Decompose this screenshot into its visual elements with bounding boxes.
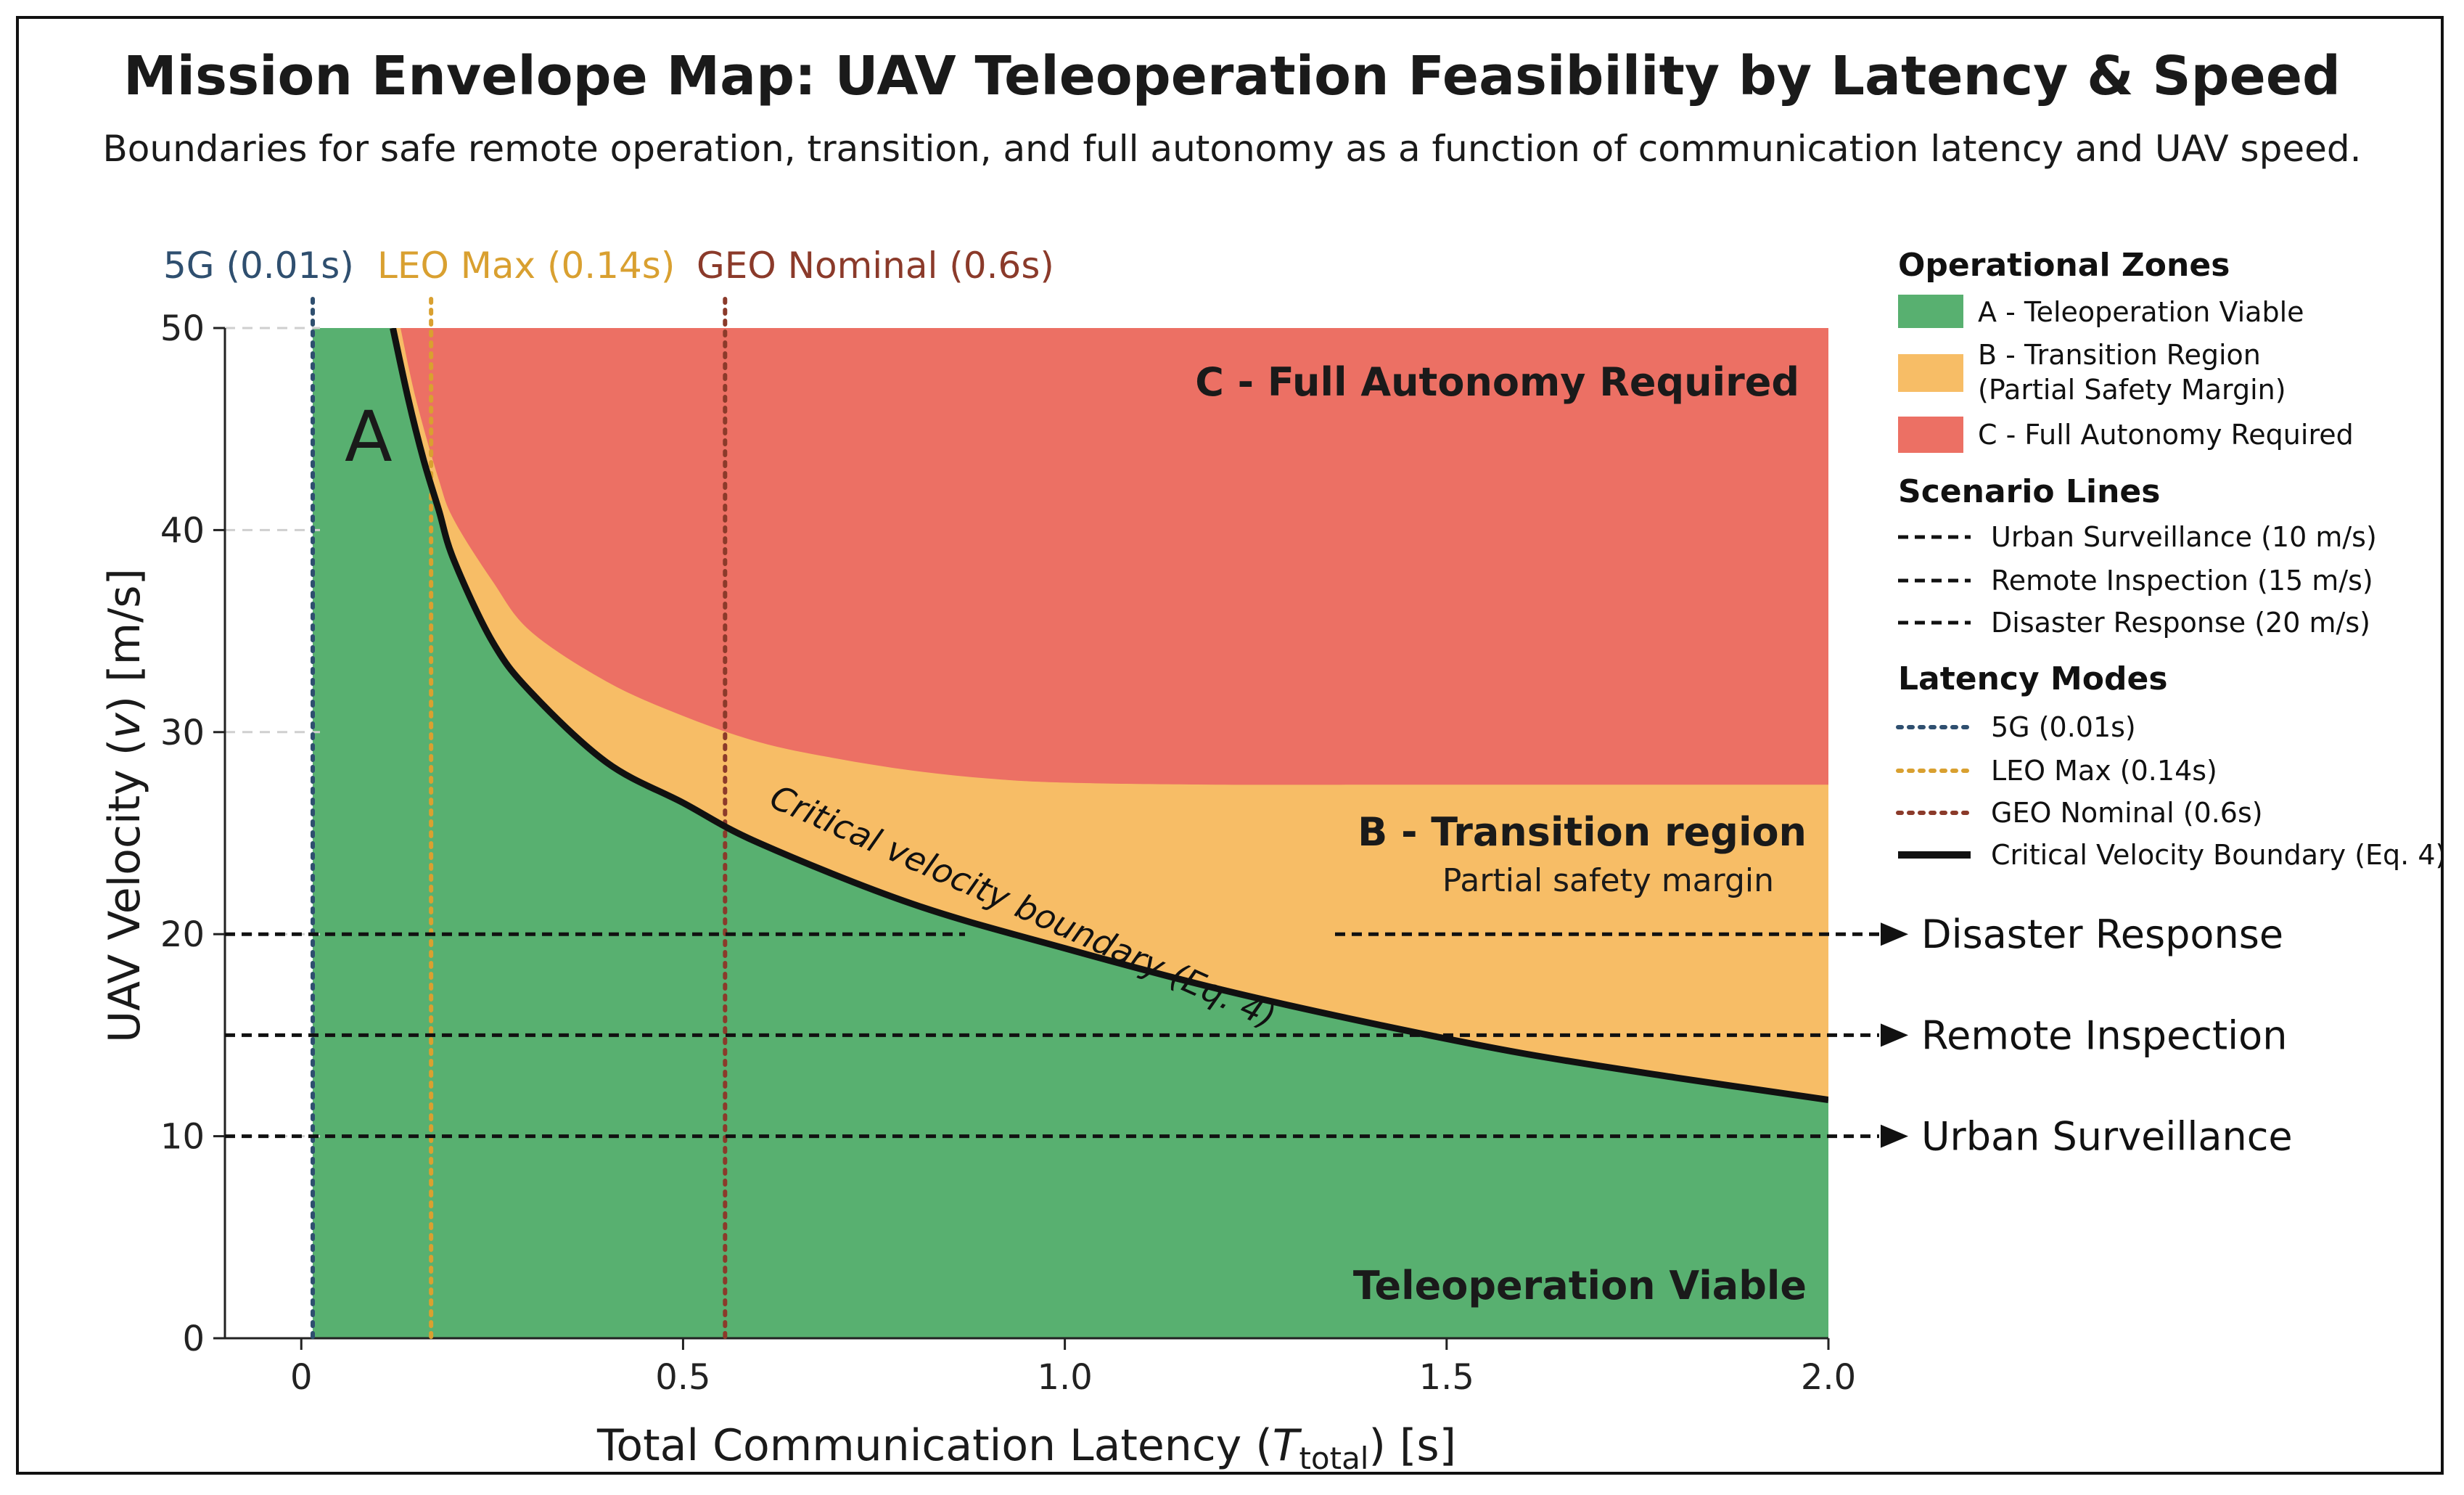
legend-swatch-zone-c bbox=[1898, 417, 1963, 453]
legend-item-disaster: Disaster Response (20 m/s) bbox=[1991, 607, 2370, 639]
zone-c-area bbox=[401, 328, 1828, 785]
plot-area: 0 10 20 30 40 50 0 0.5 1.0 1.5 2.0 5G (0.01s) LEO … bbox=[99, 245, 2293, 1476]
scenario-label: Disaster Response bbox=[1921, 912, 2283, 957]
x-tick-label: 0.5 bbox=[655, 1357, 710, 1398]
x-tick-label: 1.5 bbox=[1419, 1357, 1474, 1398]
chart-subtitle: Boundaries for safe remote operation, tr… bbox=[102, 128, 2361, 170]
x-axis-label: Total Communication Latency (Ttotal) [s] bbox=[596, 1420, 1456, 1476]
chart-title: Mission Envelope Map: UAV Teleoperation … bbox=[123, 45, 2341, 107]
region-b-sublabel: Partial safety margin bbox=[1442, 862, 1774, 899]
y-tick-label: 50 bbox=[160, 308, 205, 349]
region-c-label: C - Full Autonomy Required bbox=[1195, 359, 1799, 405]
y-tick-label: 0 bbox=[182, 1319, 205, 1359]
latency-mode-label: GEO Nominal (0.6s) bbox=[697, 245, 1054, 287]
legend-item-boundary: Critical Velocity Boundary (Eq. 4) bbox=[1991, 839, 2446, 871]
grid-lines bbox=[225, 327, 321, 1138]
legend-item-urban: Urban Surveillance (10 m/s) bbox=[1991, 521, 2377, 553]
scenario-label: Remote Inspection bbox=[1921, 1012, 2287, 1058]
y-tick-label: 10 bbox=[160, 1117, 205, 1158]
scenario-arrowhead bbox=[1881, 1124, 1908, 1148]
legend-item-zone-a: A - Teleoperation Viable bbox=[1978, 296, 2304, 328]
legend-heading-scenarios: Scenario Lines bbox=[1898, 473, 2160, 510]
y-ticks: 0 10 20 30 40 50 bbox=[160, 308, 225, 1359]
critical-velocity-boundary bbox=[390, 328, 1828, 1103]
legend-item-leo: LEO Max (0.14s) bbox=[1991, 755, 2217, 787]
scenario-lines: Urban Surveillance Remote Inspection Disas… bbox=[225, 912, 2293, 1160]
latency-mode-label: 5G (0.01s) bbox=[163, 245, 354, 287]
legend-item-inspection: Remote Inspection (15 m/s) bbox=[1991, 565, 2373, 597]
x-tick-label: 2.0 bbox=[1801, 1357, 1856, 1398]
region-a-label: A bbox=[345, 396, 393, 478]
y-tick-label: 40 bbox=[160, 510, 205, 551]
legend-heading-zones: Operational Zones bbox=[1898, 247, 2230, 284]
legend-swatch-zone-b bbox=[1898, 354, 1963, 392]
scenario-label: Urban Surveillance bbox=[1921, 1114, 2293, 1160]
y-tick-label: 20 bbox=[160, 914, 205, 955]
axes bbox=[223, 328, 1828, 1340]
legend-item-geo: GEO Nominal (0.6s) bbox=[1991, 797, 2263, 829]
region-b-label: B - Transition region bbox=[1358, 809, 1807, 855]
y-axis-label: UAV Velocity (v) [m/s] bbox=[99, 568, 150, 1043]
legend: Operational Zones A - Teleoperation Viab… bbox=[1896, 247, 2446, 871]
y-tick-label: 30 bbox=[160, 713, 205, 753]
legend-item-5g: 5G (0.01s) bbox=[1991, 711, 2136, 743]
x-tick-label: 1.0 bbox=[1037, 1357, 1092, 1398]
latency-mode-lines: 5G (0.01s) LEO Max (0.14s) GEO Nominal (0.… bbox=[163, 245, 1054, 1340]
x-tick-label: 0 bbox=[290, 1357, 313, 1398]
legend-heading-latency: Latency Modes bbox=[1898, 660, 2168, 697]
scenario-arrowhead bbox=[1881, 922, 1908, 946]
scenario-arrowhead bbox=[1881, 1023, 1908, 1047]
legend-item-zone-b-line2: (Partial Safety Margin) bbox=[1978, 374, 2286, 406]
legend-item-zone-c: C - Full Autonomy Required bbox=[1978, 419, 2354, 451]
legend-item-zone-b: B - Transition Region bbox=[1978, 339, 2261, 371]
latency-mode-label: LEO Max (0.14s) bbox=[377, 245, 675, 287]
region-a-bottom-label: Teleoperation Viable bbox=[1353, 1263, 1807, 1308]
x-ticks: 0 0.5 1.0 1.5 2.0 bbox=[290, 1338, 1856, 1398]
legend-swatch-zone-a bbox=[1898, 295, 1963, 328]
